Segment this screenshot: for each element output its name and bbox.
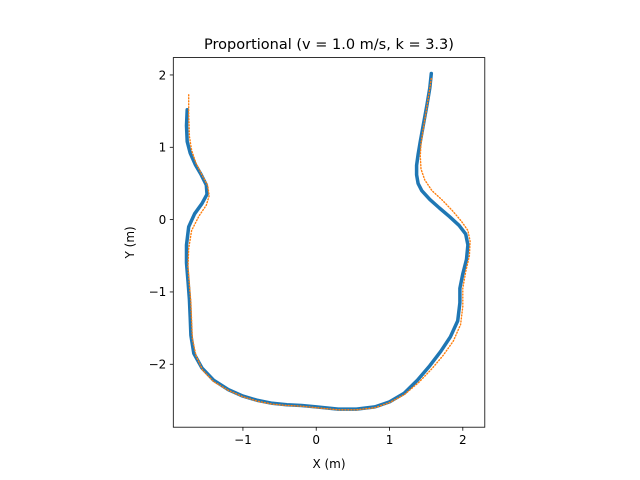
y-tick-label: 1	[159, 141, 167, 155]
reference-path-line	[187, 77, 471, 411]
actual-path-line	[184, 71, 470, 411]
plot-frame	[172, 57, 486, 428]
y-tick-label: 0	[159, 213, 167, 227]
series-layer	[184, 71, 471, 411]
y-tick-label: −1	[149, 285, 167, 299]
y-tick-label: −2	[149, 358, 167, 372]
y-axis-label: Y (m)	[123, 226, 137, 259]
y-tick-label: 2	[159, 68, 167, 82]
plot-area	[173, 57, 485, 428]
x-tick-label: 0	[312, 433, 320, 447]
x-tick-label: −1	[234, 433, 252, 447]
x-axis-label: X (m)	[312, 457, 345, 471]
chart-title: Proportional (v = 1.0 m/s, k = 3.3)	[204, 37, 454, 53]
x-tick-label: 1	[386, 433, 394, 447]
x-tick-label: 2	[459, 433, 467, 447]
ticks-layer: −1 0 1 2 2 1 0 −1 −2	[149, 68, 467, 447]
